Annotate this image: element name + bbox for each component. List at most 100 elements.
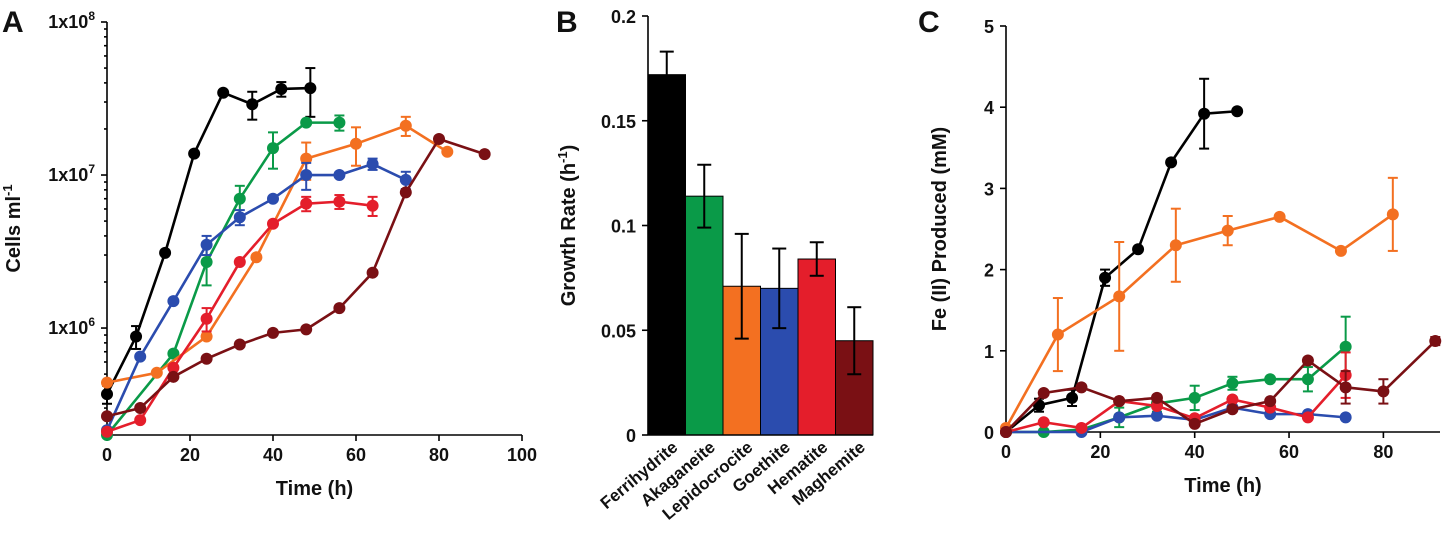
c-y-tick-label: 2	[984, 261, 994, 281]
a-data-point-akaganeite	[167, 347, 180, 360]
a-data-point-hematite	[167, 361, 180, 374]
a-y-axis-title-base: Cells ml	[3, 196, 25, 273]
a-data-point-maghemite	[300, 323, 313, 336]
a-series-line-goethite	[105, 162, 407, 431]
b-y-tick-label: 0.1	[611, 217, 636, 237]
a-x-tick-label: 60	[346, 445, 366, 465]
a-data-point-akaganeite	[300, 116, 313, 129]
c-data-point-lepidocrocite	[1334, 244, 1347, 257]
c-series-line-lepidocrocite	[1004, 213, 1394, 429]
b-y-tick-label: 0.05	[601, 321, 636, 341]
c-x-tick-label: 0	[1001, 442, 1011, 462]
panel-a-letter: A	[2, 6, 24, 39]
c-data-point-maghemite	[1377, 385, 1390, 398]
c-data-point-ferrihydrite	[1099, 271, 1112, 284]
a-data-point-maghemite	[399, 186, 412, 199]
c-data-point-maghemite	[1150, 391, 1163, 404]
a-series-maghemite	[101, 132, 491, 423]
a-data-point-goethite	[300, 169, 313, 182]
a-data-point-hematite	[366, 199, 379, 212]
a-data-point-maghemite	[333, 302, 346, 315]
a-y-tick-label: 1x107	[48, 162, 95, 185]
a-data-point-hematite	[233, 256, 246, 269]
b-y-tick-label: 0	[626, 426, 636, 446]
c-data-point-hematite	[1301, 411, 1314, 424]
c-x-tick-label: 80	[1373, 442, 1393, 462]
c-y-axis-title: Fe (II) Produced (mM)	[929, 127, 951, 331]
panel-c-letter: C	[918, 6, 940, 39]
panel-b-letter: B	[556, 6, 578, 39]
c-data-point-maghemite	[1429, 335, 1442, 348]
a-data-point-akaganeite	[233, 192, 246, 205]
a-series-line-hematite	[106, 200, 373, 433]
a-y-axis-title: Cells ml-1	[0, 184, 25, 272]
panel-c: C 0 20 40 60 80 0 1 2 3 4 5 Time (h) Fe (II) Produce…	[918, 6, 1442, 497]
c-data-point-lepidocrocite	[1169, 239, 1182, 252]
a-data-point-maghemite	[267, 326, 279, 339]
a-data-point-lepidocrocite	[250, 251, 263, 264]
c-series-line-maghemite	[1005, 340, 1437, 433]
c-series-line-hematite	[1005, 374, 1347, 434]
panel-b: B FerrihydriteAkaganeiteLepidocrociteGoe…	[555, 6, 874, 524]
c-data-point-maghemite	[1264, 395, 1277, 408]
c-data-point-lepidocrocite	[1386, 208, 1399, 221]
c-y-tick-label: 3	[984, 179, 994, 199]
a-data-point-ferrihydrite	[188, 147, 201, 160]
a-x-tick-label: 20	[180, 445, 200, 465]
c-series-lepidocrocite	[1000, 176, 1399, 434]
a-data-point-ferrihydrite	[217, 86, 230, 99]
c-data-point-hematite	[1075, 421, 1088, 434]
a-data-point-goethite	[233, 211, 246, 224]
a-data-point-maghemite	[167, 370, 180, 383]
c-data-point-lepidocrocite	[1221, 224, 1234, 237]
c-data-point-maghemite	[1113, 395, 1126, 408]
a-data-point-maghemite	[101, 410, 113, 423]
a-data-point-goethite	[167, 295, 180, 308]
panel-c-plot: 0 20 40 60 80 0 1 2 3 4 5 Time (h) Fe (II) Produced …	[929, 17, 1442, 497]
a-y-tick-exp: 6	[88, 315, 95, 329]
c-data-point-maghemite	[1301, 354, 1314, 367]
a-data-point-ferrihydrite	[304, 82, 317, 95]
c-data-point-maghemite	[1075, 381, 1088, 394]
c-data-point-lepidocrocite	[1113, 290, 1126, 303]
a-data-point-lepidocrocite	[150, 366, 163, 379]
a-data-point-lepidocrocite	[300, 152, 313, 165]
c-x-tick-label: 20	[1090, 442, 1110, 462]
c-x-axis-title: Time (h)	[1184, 475, 1261, 497]
a-x-axis-title: Time (h)	[276, 478, 353, 500]
a-x-tick-label: 40	[263, 445, 283, 465]
a-data-point-ferrihydrite	[130, 330, 143, 343]
a-data-point-maghemite	[134, 402, 147, 415]
bar-hematite	[797, 258, 836, 436]
a-data-point-lepidocrocite	[350, 137, 362, 150]
a-data-point-hematite	[101, 425, 113, 438]
c-data-point-maghemite	[1226, 403, 1239, 416]
a-series-akaganeite	[101, 114, 346, 441]
c-series-maghemite	[1000, 335, 1442, 438]
c-data-point-akaganeite	[1339, 340, 1352, 353]
b-y-tick-label: 0.2	[611, 7, 636, 27]
a-data-point-akaganeite	[267, 142, 279, 155]
a-data-point-lepidocrocite	[200, 330, 213, 343]
c-data-point-akaganeite	[1264, 373, 1277, 386]
c-data-point-akaganeite	[1226, 377, 1239, 390]
a-y-axis-title-sup: -1	[0, 184, 15, 196]
a-data-point-ferrihydrite	[275, 82, 288, 95]
a-data-point-ferrihydrite	[159, 246, 172, 259]
a-data-point-ferrihydrite	[246, 98, 259, 111]
c-x-tick-label: 40	[1185, 442, 1205, 462]
a-data-point-hematite	[300, 197, 313, 210]
a-data-point-goethite	[399, 173, 412, 186]
a-data-point-hematite	[134, 414, 147, 427]
c-data-point-goethite	[1339, 411, 1352, 424]
b-y-axis-title-base: Growth Rate (h	[558, 163, 580, 306]
a-series-goethite	[101, 157, 412, 437]
c-x-tick-label: 60	[1279, 442, 1299, 462]
c-data-point-goethite	[1113, 411, 1126, 424]
c-data-point-hematite	[1037, 416, 1050, 429]
a-data-point-lepidocrocite	[101, 376, 113, 389]
a-y-tick-label: 1x108	[48, 9, 95, 32]
c-data-point-maghemite	[1339, 381, 1352, 394]
b-y-axis-title-sup: -1	[555, 151, 570, 163]
